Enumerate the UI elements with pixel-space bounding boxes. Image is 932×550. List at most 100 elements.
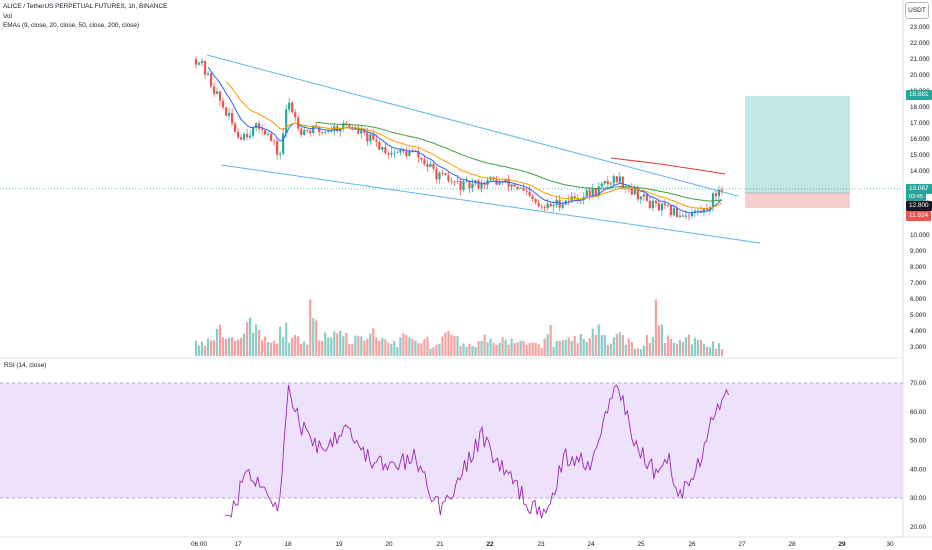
candle-body xyxy=(606,181,609,185)
candle-body xyxy=(405,151,408,157)
candle-body xyxy=(480,183,483,189)
candle-body xyxy=(714,193,718,197)
volume-bar xyxy=(528,343,531,356)
candle-body xyxy=(543,207,546,208)
volume-bar xyxy=(414,340,417,356)
volume-bar xyxy=(230,337,234,356)
volume-bar xyxy=(624,344,627,356)
candle-body xyxy=(720,189,724,191)
candle-body xyxy=(306,130,309,132)
lower-trendline[interactable] xyxy=(220,164,761,244)
volume-bar xyxy=(720,349,724,356)
volume-bar xyxy=(516,341,519,356)
volume-bar xyxy=(666,335,669,356)
time-tick: 20 xyxy=(385,541,393,548)
volume-bar xyxy=(432,347,435,356)
candle-body xyxy=(471,183,474,189)
candle-body xyxy=(399,149,402,153)
candle-body xyxy=(636,187,639,200)
time-tick: 30 xyxy=(886,541,894,548)
price-tick: 18.000 xyxy=(910,104,930,111)
price-tick: 9.000 xyxy=(910,248,926,255)
currency-button[interactable]: USDT xyxy=(905,2,929,19)
time-tick: 06:00 xyxy=(191,541,207,548)
volume-bar xyxy=(318,340,321,356)
candle-body xyxy=(696,210,700,212)
candle-body xyxy=(236,131,240,138)
volume-bar xyxy=(576,343,579,356)
volume-bar xyxy=(492,342,495,356)
candle-body xyxy=(717,189,721,197)
candle-body xyxy=(252,127,255,136)
candle-body xyxy=(264,130,267,135)
candle-body xyxy=(684,215,688,217)
price-tick: 21.000 xyxy=(910,56,930,63)
rsi-legend[interactable]: RSI (14, close) xyxy=(4,362,47,369)
upper-trendline[interactable] xyxy=(206,54,739,197)
volume-bar xyxy=(276,343,279,356)
symbol-title[interactable]: ALICE / TetherUS PERPETUAL FUTURES, 1h, … xyxy=(3,3,168,10)
candle-body xyxy=(267,134,270,135)
volume-bar xyxy=(357,336,360,356)
volume-bar xyxy=(321,340,324,356)
candle-body xyxy=(255,123,258,128)
candle-body xyxy=(657,203,660,211)
candle-body xyxy=(639,196,642,200)
volume-bar xyxy=(696,339,700,356)
candle-body xyxy=(270,134,273,141)
candle-body xyxy=(444,173,447,176)
candle-body xyxy=(309,130,312,133)
candle-body xyxy=(561,204,564,208)
volume-bar xyxy=(660,324,663,356)
time-tick: 19 xyxy=(335,541,343,548)
candle-body xyxy=(642,194,645,197)
loss-zone[interactable] xyxy=(745,193,850,208)
candle-body xyxy=(387,153,390,155)
candle-body xyxy=(549,203,552,207)
volume-bar xyxy=(654,299,657,356)
volume-bar xyxy=(630,341,633,356)
candle-body xyxy=(249,135,252,138)
volume-bar xyxy=(221,337,225,356)
candle-body xyxy=(441,172,444,174)
candle-body xyxy=(465,181,468,182)
volume-bar xyxy=(645,334,648,356)
candle-body xyxy=(645,194,648,201)
candle-body xyxy=(504,178,507,183)
profit-zone[interactable] xyxy=(745,96,850,193)
candle-body xyxy=(663,203,666,206)
candle-body xyxy=(618,176,621,183)
candle-body xyxy=(230,113,234,124)
volume-bar xyxy=(648,343,651,356)
last-price-label: 13.087 xyxy=(906,184,932,194)
volume-bar xyxy=(459,346,462,356)
candle-body xyxy=(546,203,549,208)
volume-bar xyxy=(245,322,249,356)
price-tick: 20.000 xyxy=(910,72,930,79)
rsi-axis: 70.00 60.00 50.00 40.00 30.00 20.00 xyxy=(910,380,926,531)
volume-bar xyxy=(227,337,231,356)
candle-body xyxy=(212,86,216,94)
time-tick: 25 xyxy=(637,541,645,548)
volume-bar xyxy=(294,334,297,356)
price-tick: 6.000 xyxy=(910,296,926,303)
rsi-tick: 20.00 xyxy=(910,524,926,531)
volume-bar xyxy=(309,299,312,356)
volume-bar xyxy=(372,328,375,356)
volume-bar xyxy=(471,345,474,356)
candle-body xyxy=(600,183,603,187)
candle-body xyxy=(321,131,324,133)
candle-body xyxy=(426,164,429,167)
volume-legend[interactable]: Vol xyxy=(3,13,12,20)
candle-body xyxy=(282,133,285,154)
volume-bar xyxy=(354,335,357,356)
volume-bar xyxy=(312,318,315,356)
time-tick: 26 xyxy=(688,541,696,548)
ema-legend[interactable]: EMAs (9, close, 20, close, 50, close, 20… xyxy=(3,22,140,29)
volume-bar xyxy=(261,340,264,356)
ema50-line xyxy=(316,121,723,202)
volume-bar xyxy=(678,339,682,356)
rsi-band xyxy=(0,383,903,498)
volume-bar xyxy=(200,341,204,356)
